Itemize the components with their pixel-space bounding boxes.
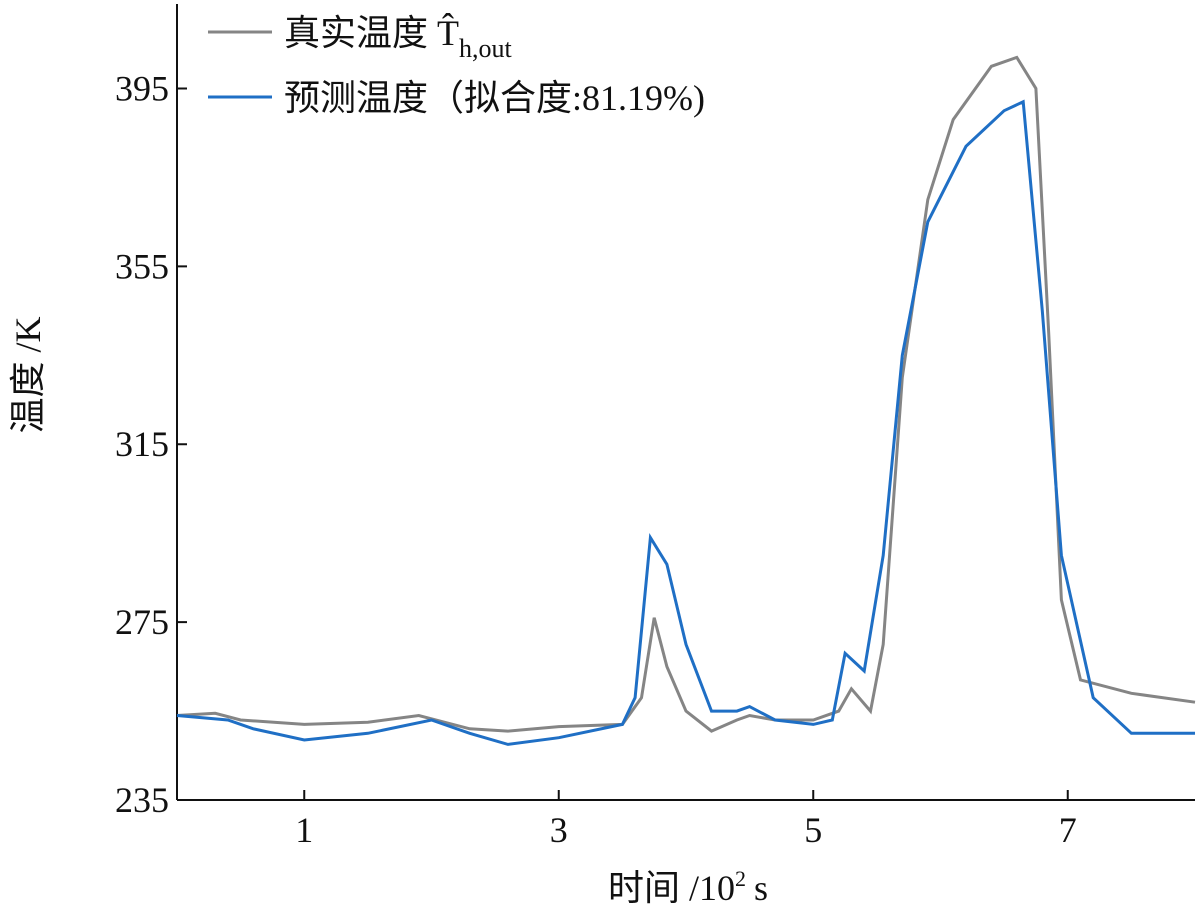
y-tick-label: 395 [115,68,169,108]
series-line [176,99,1195,746]
x-label-text: 时间 /10 [608,868,735,908]
legend-label: 预测温度（拟合度:81.19%) [284,78,705,118]
y-tick-label: 315 [115,424,169,464]
x-tick-label: 3 [550,810,568,850]
legend-name: 真实温度 T̂ [284,12,459,53]
x-label-unit: s [754,868,768,908]
y-tick-label: 235 [115,780,169,820]
x-label-sup: 2 [735,866,746,891]
x-tick-label: 1 [295,810,313,850]
y-tick-label: 355 [115,246,169,286]
y-axis-label: 温度 /K [8,316,48,433]
x-axis-label: 时间 /102 s [608,866,768,908]
x-tick-label: 7 [1059,810,1077,850]
series-line [176,55,1196,733]
legend-sub: h,out [459,34,513,63]
legend-label: 真实温度 T̂h,out [284,12,513,63]
y-tick-label: 275 [115,602,169,642]
x-tick-label: 5 [804,810,822,850]
legend-name: 预测温度（拟合度:81.19%) [284,78,705,118]
